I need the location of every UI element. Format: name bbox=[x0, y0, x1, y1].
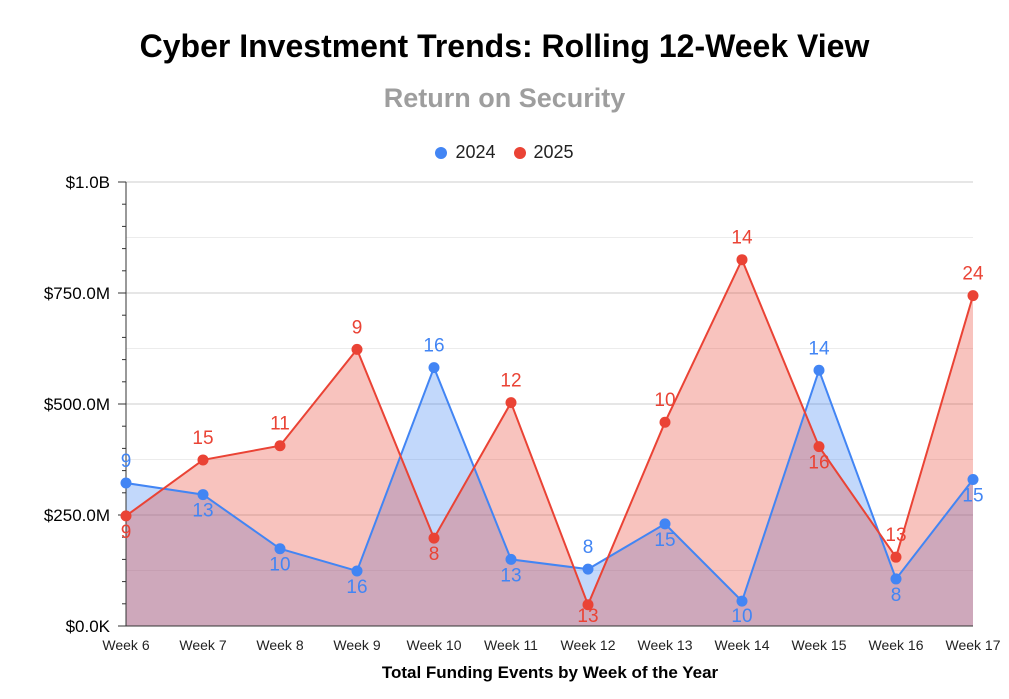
data-point-2025 bbox=[967, 290, 979, 302]
data-point-2024 bbox=[967, 473, 979, 485]
legend: 2024 2025 bbox=[0, 142, 1009, 163]
x-tick-label: Week 12 bbox=[561, 637, 616, 653]
data-point-2025 bbox=[505, 397, 517, 409]
data-point-2024 bbox=[428, 362, 440, 374]
line-series-2025 bbox=[125, 257, 974, 608]
data-label-2024: 13 bbox=[500, 565, 521, 586]
data-point-2024 bbox=[274, 543, 286, 555]
legend-dot-2025 bbox=[513, 146, 526, 159]
data-point-2025 bbox=[197, 454, 209, 466]
data-label-2024: 14 bbox=[808, 338, 830, 359]
data-label-2025: 16 bbox=[808, 453, 829, 474]
data-label-2024: 8 bbox=[891, 585, 902, 606]
data-point-2024 bbox=[813, 364, 825, 376]
y-tick-label: $1.0B bbox=[66, 173, 110, 192]
y-tick-label: $750.0M bbox=[44, 284, 110, 303]
x-tick-label: Week 11 bbox=[484, 637, 538, 653]
line-series-2024 bbox=[125, 364, 974, 603]
data-point-2025 bbox=[120, 510, 132, 522]
data-label-2024: 13 bbox=[192, 501, 213, 522]
x-axis-title: Total Funding Events by Week of the Year bbox=[381, 663, 719, 682]
data-label-2025: 24 bbox=[962, 264, 984, 285]
x-tick-label: Week 16 bbox=[869, 637, 924, 653]
data-label-2025: 10 bbox=[654, 390, 675, 411]
area-series-2024 bbox=[126, 367, 973, 626]
data-label-2024: 15 bbox=[962, 485, 983, 506]
x-tick-label: Week 15 bbox=[792, 637, 847, 653]
data-label-2024: 16 bbox=[346, 577, 367, 598]
y-tick-label: $0.0K bbox=[66, 617, 111, 636]
x-tick-label: Week 9 bbox=[333, 637, 380, 653]
x-tick-label: Week 8 bbox=[256, 637, 303, 653]
legend-label-2024: 2024 bbox=[455, 142, 496, 162]
data-point-2025 bbox=[428, 532, 440, 544]
legend-item-2025[interactable]: 2025 bbox=[513, 142, 574, 163]
data-point-2024 bbox=[582, 563, 594, 575]
data-point-2024 bbox=[505, 553, 517, 565]
x-tick-label: Week 7 bbox=[179, 637, 226, 653]
x-tick-label: Week 10 bbox=[407, 637, 462, 653]
data-label-2025: 15 bbox=[192, 428, 213, 449]
x-tick-label: Week 17 bbox=[946, 637, 1001, 653]
data-point-2024 bbox=[351, 565, 363, 577]
data-point-2024 bbox=[736, 595, 748, 607]
data-point-2025 bbox=[274, 440, 286, 452]
x-tick-label: Week 13 bbox=[638, 637, 693, 653]
data-label-2025: 8 bbox=[429, 544, 440, 565]
data-point-2024 bbox=[197, 489, 209, 501]
data-point-2024 bbox=[890, 573, 902, 585]
chart-title: Cyber Investment Trends: Rolling 12-Week… bbox=[139, 28, 870, 64]
data-label-2024: 8 bbox=[583, 537, 594, 558]
x-tick-label: Week 6 bbox=[102, 637, 149, 653]
x-tick-label: Week 14 bbox=[715, 637, 770, 653]
y-tick-label: $250.0M bbox=[44, 506, 110, 525]
y-tick-label: $500.0M bbox=[44, 395, 110, 414]
data-label-2024: 10 bbox=[269, 555, 290, 576]
data-label-2025: 9 bbox=[121, 522, 132, 543]
legend-dot-2024 bbox=[435, 146, 448, 159]
data-label-2025: 14 bbox=[731, 228, 753, 249]
data-point-2024 bbox=[120, 477, 132, 489]
data-point-2024 bbox=[659, 518, 671, 530]
data-point-2025 bbox=[813, 441, 825, 453]
data-point-2025 bbox=[890, 551, 902, 563]
data-point-2025 bbox=[659, 416, 671, 428]
data-label-2025: 13 bbox=[885, 525, 906, 546]
legend-item-2024[interactable]: 2024 bbox=[435, 142, 496, 163]
data-label-2025: 9 bbox=[352, 317, 363, 338]
data-label-2025: 11 bbox=[270, 414, 290, 435]
data-point-2025 bbox=[582, 599, 594, 611]
data-label-2024: 9 bbox=[121, 451, 132, 472]
data-point-2025 bbox=[736, 254, 748, 266]
data-label-2025: 13 bbox=[577, 606, 598, 627]
data-point-2025 bbox=[351, 343, 363, 355]
chart-subtitle: Return on Security bbox=[383, 83, 626, 113]
data-label-2024: 16 bbox=[423, 336, 444, 357]
legend-label-2025: 2025 bbox=[533, 142, 574, 162]
data-label-2024: 10 bbox=[731, 606, 752, 627]
data-label-2025: 12 bbox=[500, 371, 521, 392]
area-series-2025 bbox=[126, 259, 973, 626]
data-label-2024: 15 bbox=[654, 530, 675, 551]
